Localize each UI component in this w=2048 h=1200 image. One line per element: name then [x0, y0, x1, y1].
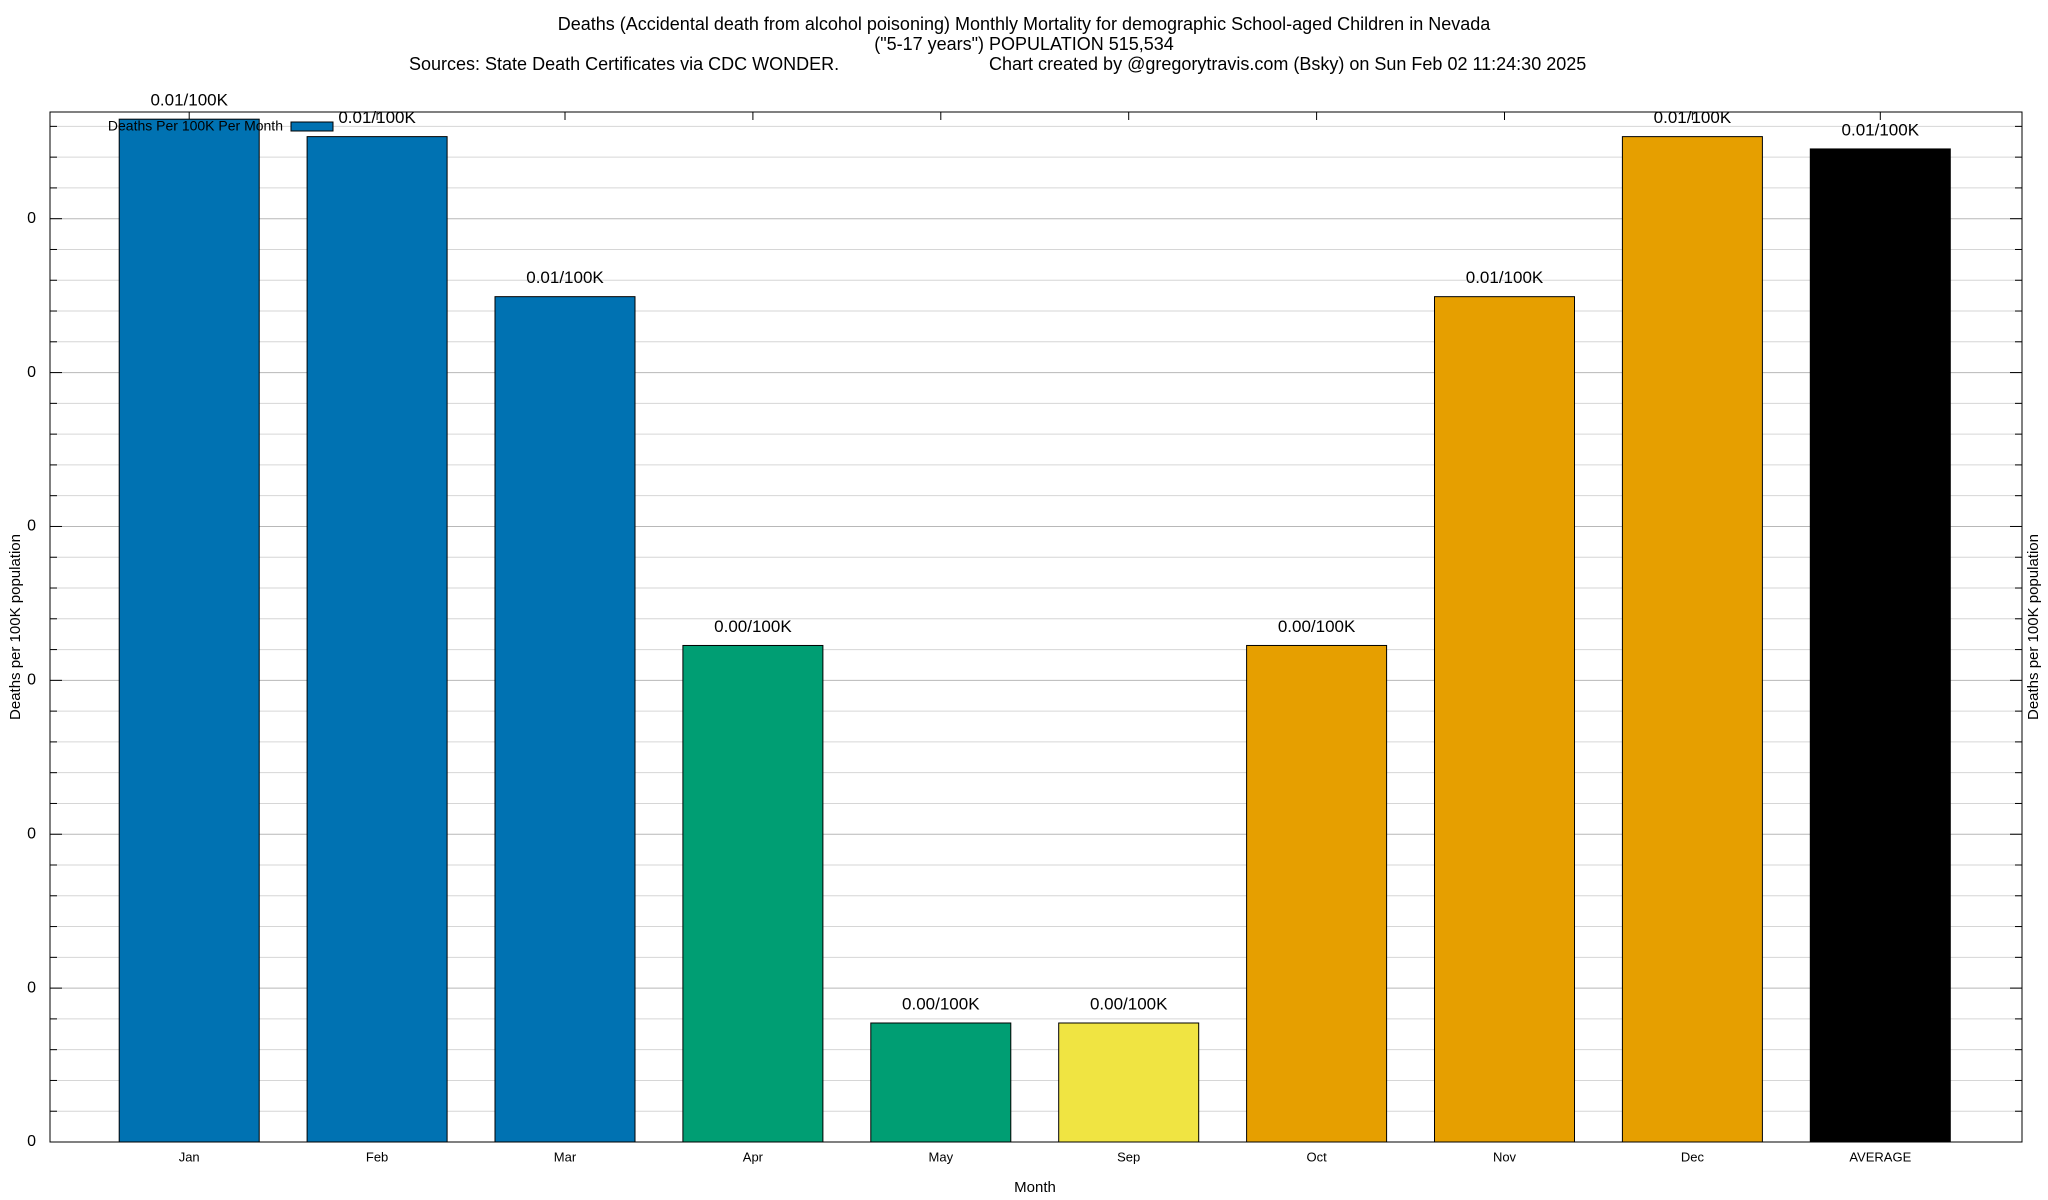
- bar: [1058, 1022, 1200, 1143]
- x-axis-label: Month: [1014, 1179, 1056, 1196]
- data-label: 0.00/100K: [1278, 617, 1356, 636]
- data-label: 0.01/100K: [1466, 268, 1544, 287]
- y-tick-label: 0: [27, 672, 36, 689]
- data-label: 0.01/100K: [526, 268, 604, 287]
- bar: [1809, 148, 1951, 1143]
- x-tick-label: Dec: [1681, 1149, 1705, 1164]
- y2-axis-label: Deaths per 100K population: [2025, 534, 2042, 720]
- chart-sources: Sources: State Death Certificates via CD…: [409, 54, 839, 74]
- y-tick-label: 0: [27, 364, 36, 381]
- data-label: 0.00/100K: [1090, 994, 1168, 1013]
- data-label: 0.01/100K: [1842, 120, 1920, 139]
- x-tick-label: Jan: [179, 1149, 200, 1164]
- chart-credit: Chart created by @gregorytravis.com (Bsk…: [989, 54, 1586, 74]
- x-tick-label: May: [929, 1149, 954, 1164]
- x-tick-label: Oct: [1306, 1149, 1327, 1164]
- y-axis-label: Deaths per 100K population: [7, 534, 24, 720]
- legend-swatch: [290, 121, 334, 132]
- y-tick-label: 0: [27, 518, 36, 535]
- y-tick-label: 0: [27, 210, 36, 227]
- bar: [306, 136, 448, 1143]
- x-tick-label: Sep: [1117, 1149, 1140, 1164]
- x-tick-label: Apr: [743, 1149, 764, 1164]
- bar: [1246, 644, 1388, 1143]
- y-tick-label: 0: [27, 979, 36, 996]
- chart-title: Deaths (Accidental death from alcohol po…: [558, 14, 1491, 34]
- plot-frame: [49, 111, 2023, 1143]
- y-tick-label: 0: [27, 825, 36, 842]
- bar: [1621, 136, 1763, 1143]
- y-tick-label: 0: [27, 1133, 36, 1150]
- x-tick-label: Mar: [554, 1149, 577, 1164]
- data-label: 0.00/100K: [714, 617, 792, 636]
- bar: [494, 296, 636, 1143]
- x-tick-label: Feb: [366, 1149, 388, 1164]
- x-tick-label: Nov: [1493, 1149, 1517, 1164]
- chart-subtitle: ("5-17 years") POPULATION 515,534: [874, 34, 1174, 54]
- x-tick-label: AVERAGE: [1849, 1149, 1911, 1164]
- bar: [870, 1022, 1012, 1143]
- data-label: 0.01/100K: [1654, 108, 1732, 127]
- bar: [118, 118, 260, 1143]
- data-label: 0.00/100K: [902, 994, 980, 1013]
- bar: [682, 644, 824, 1143]
- data-label: 0.01/100K: [150, 91, 228, 110]
- data-label: 0.01/100K: [338, 108, 416, 127]
- legend-label: Deaths Per 100K Per Month: [108, 118, 283, 134]
- bar: [1434, 296, 1575, 1143]
